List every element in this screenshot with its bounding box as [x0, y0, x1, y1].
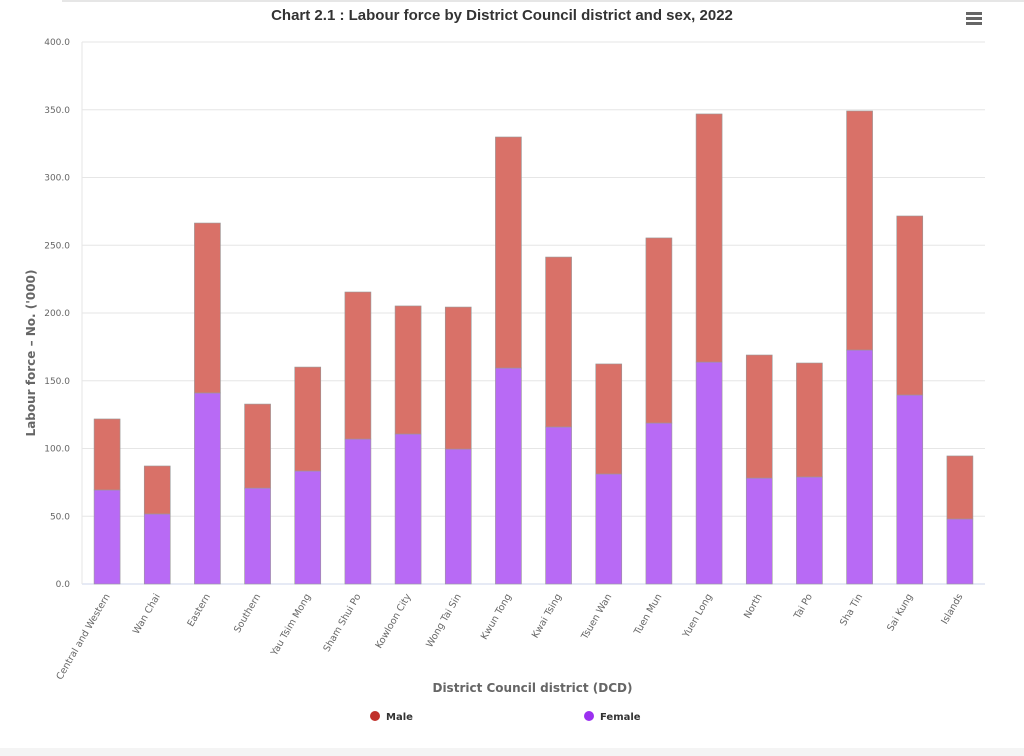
x-tick-label: Sha Tin — [838, 592, 865, 628]
bar-female — [946, 518, 974, 585]
x-tick-label: Yau Tsim Mong — [269, 592, 314, 659]
top-border — [62, 0, 1024, 2]
y-tick-label: 200.0 — [44, 309, 70, 319]
bar-male — [796, 362, 823, 478]
bar-male — [294, 366, 322, 472]
y-axis-title: Labour force – No. ('000) — [24, 270, 38, 437]
y-tick-label: 50.0 — [50, 512, 70, 522]
bottom-border — [0, 748, 1024, 756]
bar-female — [695, 361, 723, 585]
bar-male — [194, 222, 221, 394]
bar-male — [394, 305, 422, 435]
bar-male — [645, 237, 673, 424]
bar-female — [93, 489, 121, 585]
y-tick-label: 100.0 — [44, 445, 70, 455]
y-tick-label: 350.0 — [44, 106, 70, 116]
x-tick-label: North — [742, 592, 765, 621]
y-tick-label: 400.0 — [44, 38, 70, 48]
legend-marker-male — [370, 711, 380, 721]
x-tick-label: Yuen Long — [680, 592, 714, 640]
legend-item-female[interactable]: Female — [600, 712, 641, 723]
bar-male — [595, 363, 623, 475]
bar-male — [695, 113, 723, 363]
bar-female — [896, 394, 924, 585]
bar-male — [745, 354, 773, 479]
bar-female — [645, 422, 673, 585]
x-axis-title: District Council district (DCD) — [432, 681, 632, 695]
bar-female — [846, 349, 873, 585]
bar-female — [244, 487, 271, 585]
bar-male — [93, 418, 121, 491]
bar-female — [143, 513, 171, 585]
bar-male — [896, 215, 924, 396]
x-tick-label: Wan Chai — [131, 592, 163, 636]
legend-marker-female — [584, 711, 594, 721]
x-tick-label: Central and Western — [54, 592, 112, 682]
bar-female — [796, 476, 823, 585]
bar-female — [745, 477, 773, 585]
hamburger-menu-icon[interactable] — [966, 12, 982, 26]
x-tick-label: Kwun Tong — [479, 592, 514, 642]
bar-male — [846, 110, 873, 351]
bar-male — [143, 465, 171, 515]
x-tick-label: Eastern — [185, 592, 213, 629]
bar-female — [545, 426, 572, 585]
y-tick-label: 150.0 — [44, 377, 70, 387]
x-tick-label: Wong Tai Sin — [424, 592, 464, 650]
x-tick-label: Kwai Tsing — [530, 592, 564, 640]
bar-female — [495, 367, 522, 585]
x-tick-label: Kowloon City — [374, 592, 414, 651]
bar-male — [444, 306, 472, 450]
x-tick-label: Islands — [939, 592, 965, 626]
bar-male — [946, 455, 974, 520]
bar-female — [294, 470, 322, 585]
x-tick-label: Sai Kung — [885, 592, 915, 633]
bar-female — [344, 438, 372, 585]
bar-female — [194, 392, 221, 585]
bar-male — [244, 403, 271, 489]
y-tick-label: 250.0 — [44, 241, 70, 251]
x-tick-label: Tai Po — [792, 592, 816, 622]
bar-male — [545, 256, 572, 428]
x-tick-label: Southern — [232, 592, 263, 635]
chart-title: Chart 2.1 : Labour force by District Cou… — [271, 7, 733, 24]
bar-male — [495, 136, 522, 369]
x-tick-label: Tsuen Wan — [579, 592, 614, 642]
x-tick-label: Sham Shui Po — [321, 592, 363, 654]
x-tick-label: Tuen Mun — [632, 592, 665, 638]
bar-female — [595, 473, 623, 585]
bar-female — [394, 433, 422, 585]
y-tick-label: 300.0 — [44, 174, 70, 184]
legend-item-male[interactable]: Male — [386, 712, 413, 723]
bar-male — [344, 291, 372, 440]
bar-female — [444, 448, 472, 585]
y-tick-label: 0.0 — [56, 580, 71, 590]
